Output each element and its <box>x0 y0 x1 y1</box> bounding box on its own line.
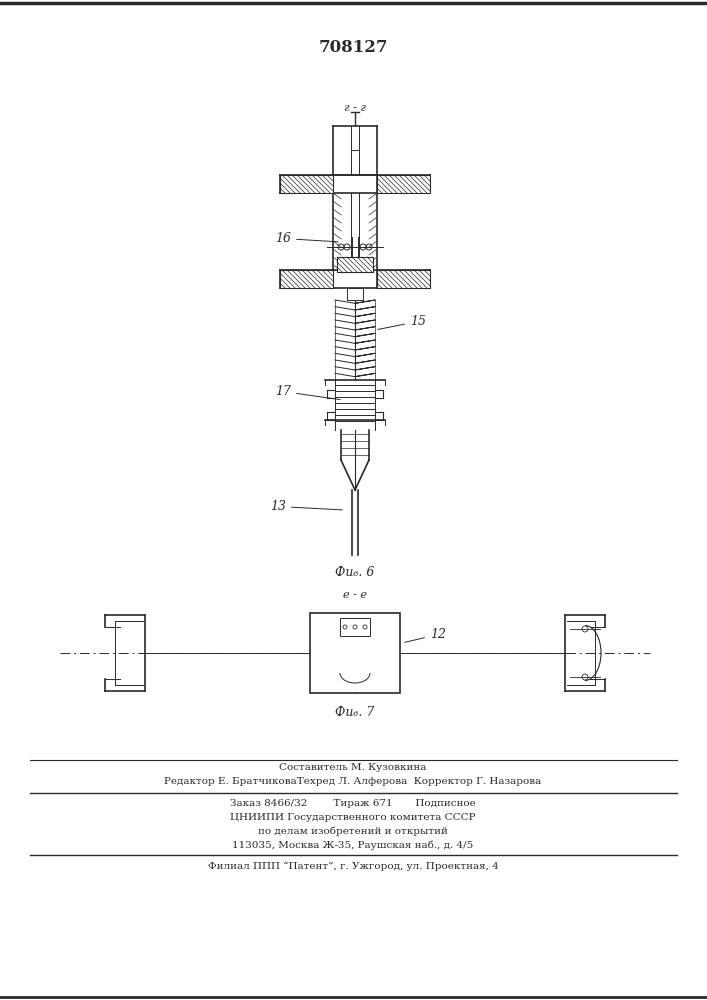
Bar <box>310 613 400 693</box>
Bar <box>280 270 333 288</box>
Text: ЦНИИПИ Государственного комитета СССР: ЦНИИПИ Государственного комитета СССР <box>230 812 476 822</box>
Text: по делам изобретений и открытий: по делам изобретений и открытий <box>258 826 448 836</box>
Text: 17: 17 <box>275 385 340 400</box>
Text: Составитель М. Кузовкина: Составитель М. Кузовкина <box>279 764 427 772</box>
Text: Фи₆. 7: Фи₆. 7 <box>335 706 375 720</box>
Text: 15: 15 <box>378 315 426 329</box>
Text: е - е: е - е <box>343 590 367 600</box>
Bar <box>337 257 373 272</box>
Text: Филиал ППП “Патент”, г. Ужгород, ул. Проектная, 4: Филиал ППП “Патент”, г. Ужгород, ул. Про… <box>208 861 498 871</box>
Text: 16: 16 <box>275 232 338 245</box>
Bar <box>280 175 333 193</box>
Text: 13: 13 <box>270 500 342 513</box>
Text: 113035, Москва Ж-35, Раушская наб., д. 4/5: 113035, Москва Ж-35, Раушская наб., д. 4… <box>233 840 474 850</box>
Text: 708127: 708127 <box>318 39 387 56</box>
Bar <box>340 618 370 636</box>
Text: Заказ 8466/32        Тираж 671       Подписное: Заказ 8466/32 Тираж 671 Подписное <box>230 798 476 808</box>
Text: 12: 12 <box>404 628 446 642</box>
Text: Редактор Е. БратчиковаТехред Л. Алферова  Корректор Г. Назарова: Редактор Е. БратчиковаТехред Л. Алферова… <box>164 778 542 786</box>
Text: г - г: г - г <box>344 103 366 113</box>
Bar <box>377 175 430 193</box>
Bar <box>377 270 430 288</box>
Text: Фи₆. 6: Фи₆. 6 <box>335 566 375 580</box>
